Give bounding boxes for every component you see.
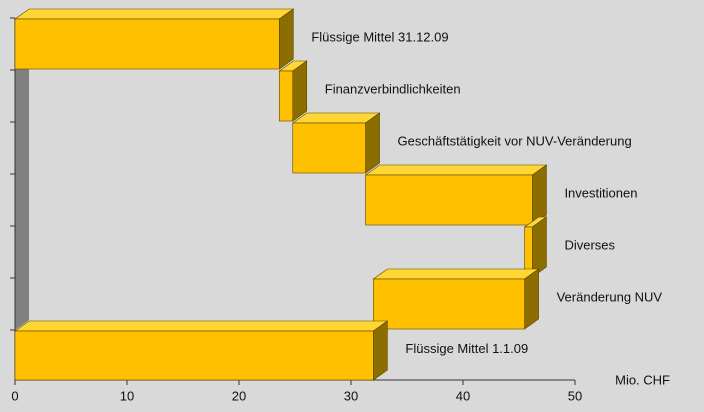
- bar-side: [365, 112, 380, 174]
- bar-top: [291, 112, 381, 124]
- category-label: Geschäftstätigkeit vor NUV-Veränderung: [398, 133, 632, 148]
- bar-top: [372, 268, 540, 280]
- x-tick-label: 10: [120, 388, 134, 403]
- bar: [292, 122, 366, 174]
- bar: [14, 18, 280, 70]
- bar: [279, 70, 294, 122]
- category-label: Flüssige Mittel 31.12.09: [311, 29, 448, 44]
- category-label: Flüssige Mittel 1.1.09: [405, 341, 528, 356]
- category-label: Veränderung NUV: [557, 289, 663, 304]
- x-tick-label: 40: [456, 388, 470, 403]
- bar-top: [14, 8, 295, 20]
- side-wall: [15, 60, 29, 330]
- x-tick-label: 50: [568, 388, 582, 403]
- bar-top: [364, 164, 548, 176]
- bar-side: [292, 60, 308, 122]
- x-tick-label: 20: [232, 388, 246, 403]
- bar: [14, 330, 374, 381]
- bar-side: [532, 164, 547, 226]
- bar: [365, 174, 533, 226]
- x-tick-label: 30: [344, 388, 358, 403]
- bar: [373, 278, 525, 330]
- bar-side: [532, 216, 547, 278]
- bar-side: [279, 8, 294, 70]
- category-label: Finanzverbindlichkeiten: [325, 81, 461, 96]
- category-label: Investitionen: [564, 185, 637, 200]
- bar-top: [14, 320, 389, 332]
- x-axis-label: Mio. CHF: [615, 372, 670, 387]
- bar-side: [373, 320, 388, 381]
- bar-side: [524, 268, 539, 330]
- category-label: Diverses: [564, 237, 615, 252]
- x-tick-label: 0: [11, 388, 18, 403]
